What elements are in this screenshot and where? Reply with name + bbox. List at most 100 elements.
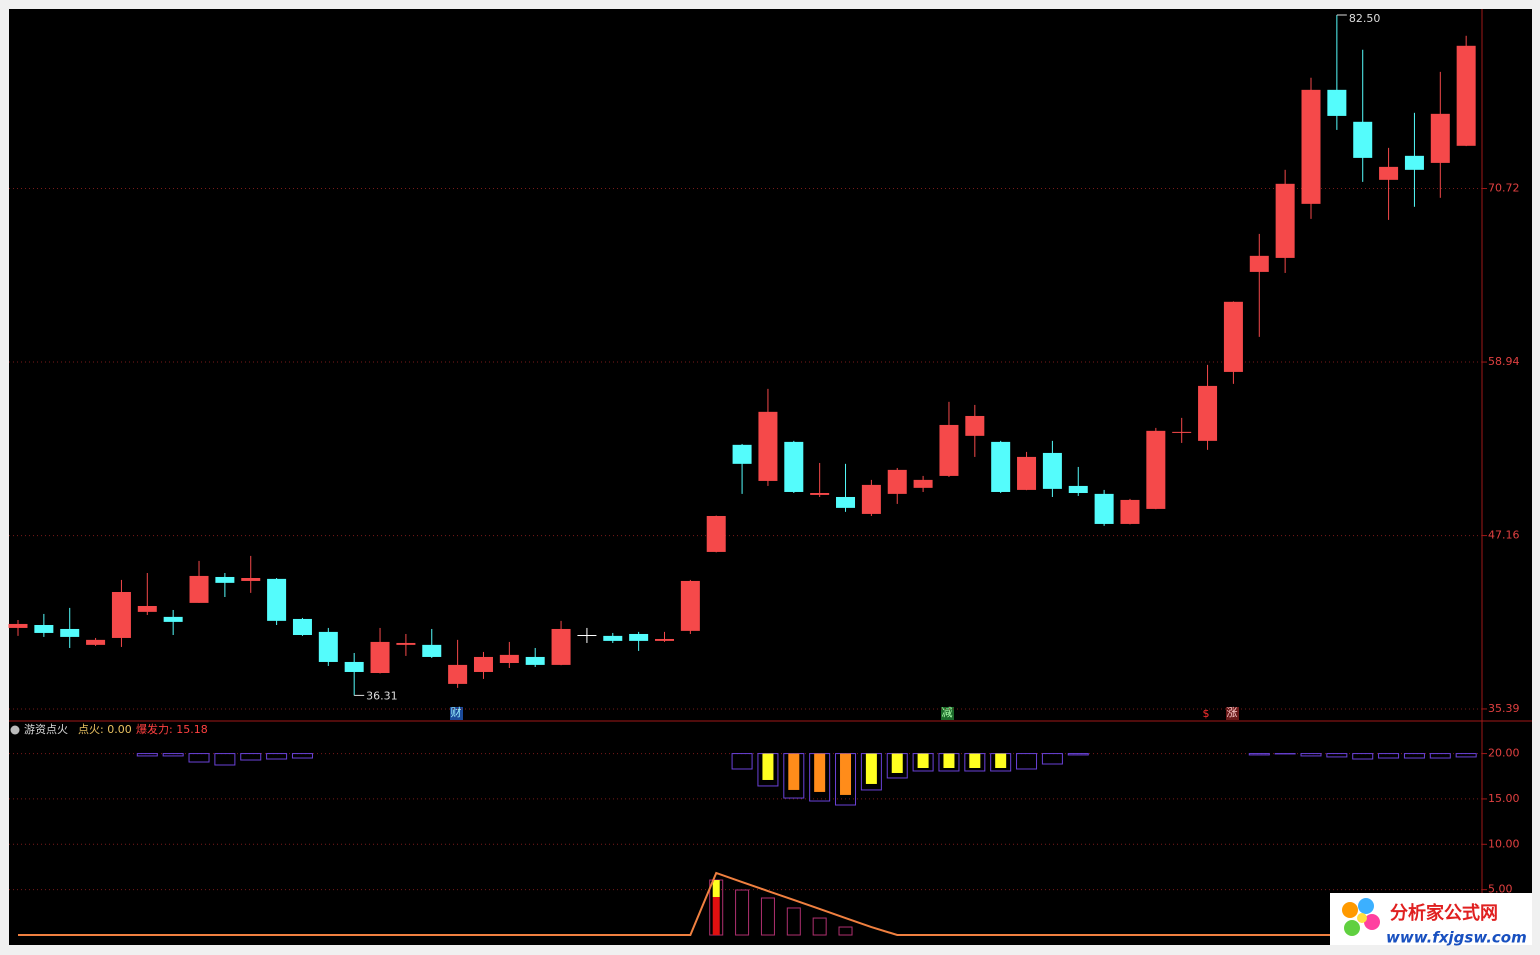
- candle-body: [163, 616, 183, 622]
- strength-bar: [840, 753, 852, 795]
- range-box: [1326, 753, 1348, 758]
- candle-body: [292, 618, 312, 636]
- y-tick-label: 20.00: [1488, 747, 1520, 760]
- high-annotation: 82.50: [1349, 12, 1381, 25]
- candle-body: [1327, 89, 1347, 116]
- candle-body: [706, 515, 726, 552]
- y-tick-label: 70.72: [1488, 182, 1520, 195]
- range-box: [136, 753, 158, 757]
- decay-bar: [735, 889, 750, 936]
- decay-bar: [812, 917, 827, 936]
- candle-body: [758, 411, 778, 481]
- signal-line: [18, 871, 1467, 937]
- signal-badge: [450, 707, 463, 720]
- candle-body: [137, 605, 157, 612]
- signal-label: 减: [942, 706, 953, 719]
- candle-body: [1198, 385, 1218, 441]
- low-annotation: 36.31: [366, 689, 398, 702]
- logo-petal: [1342, 902, 1358, 918]
- range-box: [1429, 753, 1451, 759]
- candle-body: [241, 578, 261, 581]
- range-box: [1067, 753, 1089, 756]
- candle-body: [965, 415, 985, 436]
- range-box: [266, 753, 288, 760]
- range-box: [214, 753, 236, 766]
- candle-body: [887, 469, 907, 494]
- range-box: [1403, 753, 1425, 759]
- strength-bar: [762, 753, 774, 780]
- y-tick-label: 5.00: [1488, 883, 1513, 896]
- candle-body: [1172, 431, 1192, 433]
- candle-body: [267, 578, 287, 621]
- y-tick-label: 58.94: [1488, 355, 1520, 368]
- range-box: [162, 753, 184, 757]
- candle-body: [861, 484, 881, 514]
- strength-bar: [943, 753, 955, 768]
- candle-body: [1249, 255, 1269, 272]
- candle-body: [473, 656, 493, 672]
- ignite-bar: [712, 880, 720, 897]
- signal-label: 涨: [1227, 706, 1238, 719]
- candle-body: [1120, 499, 1140, 524]
- candle-body: [1146, 430, 1166, 509]
- y-tick-label: 15.00: [1488, 792, 1520, 805]
- candle-body: [1379, 166, 1399, 180]
- y-tick-label: 10.00: [1488, 837, 1520, 850]
- logo-petal: [1358, 898, 1374, 914]
- candle-body: [34, 624, 54, 633]
- range-box: [1300, 753, 1322, 757]
- range-box: [1041, 753, 1063, 765]
- candle-body: [370, 641, 390, 674]
- candle-body: [1353, 121, 1373, 158]
- candle-body: [577, 635, 597, 637]
- plot: 35.39 47.16 58.94 70.72 82.50 36.31 5.00 10.00 1…: [8, 12, 1520, 937]
- decay-bar: [786, 907, 801, 936]
- candle-body: [1430, 113, 1450, 163]
- signal-label: $: [1203, 707, 1210, 720]
- signal-badge: [1226, 707, 1239, 720]
- strength-bar: [995, 753, 1007, 768]
- candle-body: [913, 479, 933, 488]
- signal-badge: [941, 707, 954, 720]
- range-box: [1352, 753, 1374, 760]
- candle-body: [1068, 485, 1088, 494]
- candle-body: [629, 633, 649, 641]
- watermark-logo: [1342, 898, 1380, 936]
- range-box: [731, 753, 753, 770]
- candle-body: [1094, 493, 1114, 524]
- decay-bar: [760, 897, 775, 936]
- candle-body: [1223, 301, 1243, 372]
- strength-bar: [917, 753, 929, 768]
- y-tick-label: 47.16: [1488, 529, 1520, 542]
- range-box: [1248, 753, 1270, 756]
- candle-body: [422, 644, 442, 657]
- candle-body: [732, 444, 752, 464]
- candle-body: [86, 639, 106, 645]
- candle-body: [1017, 456, 1037, 490]
- range-box: [1455, 753, 1477, 758]
- decay-bar: [838, 926, 853, 936]
- candle-body: [396, 642, 416, 645]
- strength-bar: [814, 753, 826, 792]
- strength-bar: [788, 753, 800, 790]
- y-tick-label: 35.39: [1488, 702, 1520, 715]
- logo-center: [1357, 913, 1367, 923]
- candle-body: [1042, 452, 1062, 489]
- indicator-title: 游资点火: [24, 723, 68, 736]
- candle-body: [499, 654, 519, 663]
- candle-body: [318, 631, 338, 662]
- range-box: [1016, 753, 1038, 770]
- logo-petal: [1364, 914, 1380, 930]
- range-box: [188, 753, 210, 763]
- candle-body: [655, 638, 674, 641]
- range-box: [240, 753, 262, 761]
- candle-body: [189, 575, 209, 603]
- candle-body: [525, 656, 545, 665]
- candle-body: [551, 628, 571, 665]
- logo-petal: [1344, 920, 1360, 936]
- range-box: [1378, 753, 1400, 759]
- watermark-url: www.fxjgsw.com: [1386, 929, 1527, 947]
- indicator-readout: 爆发力: 15.18: [136, 722, 208, 736]
